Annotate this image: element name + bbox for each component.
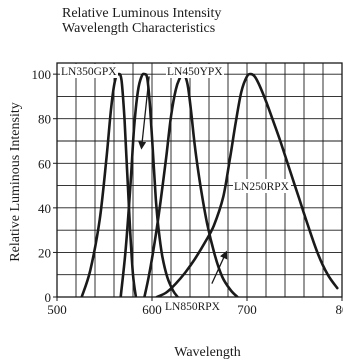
y-axis-label: Relative Luminous Intensity bbox=[8, 102, 23, 261]
leader-arrow-ln450ypx bbox=[138, 76, 150, 150]
y-tick-label: 80 bbox=[38, 112, 51, 127]
annotation-bg bbox=[60, 64, 118, 78]
leader-arrow-ln850rpx bbox=[211, 250, 228, 284]
plot-frame bbox=[56, 62, 343, 298]
series-line-ln250rpx bbox=[155, 72, 339, 297]
x-tick-label: 600 bbox=[142, 302, 162, 317]
annotation-bg bbox=[164, 299, 222, 313]
y-tick-label: 60 bbox=[38, 156, 51, 171]
annotation-ln350gpx: LN350GPX bbox=[60, 64, 118, 78]
annotation-ln850rpx: LN850RPX bbox=[164, 299, 222, 313]
annotation-text: LN850RPX bbox=[165, 301, 221, 313]
x-tick-label: 80 bbox=[336, 302, 343, 317]
annotation-bg bbox=[166, 64, 224, 78]
y-tick-label: 20 bbox=[38, 245, 51, 260]
chart-subtitle: Wavelength Characteristics bbox=[62, 21, 216, 36]
series-line-ln350gpx bbox=[80, 72, 138, 297]
x-axis-label: Wavelength bbox=[174, 345, 241, 360]
y-tick-label: 40 bbox=[38, 201, 51, 216]
annotation-text: LN450YPX bbox=[167, 66, 223, 78]
annotation-bg bbox=[233, 179, 291, 193]
annotation-text: LN350GPX bbox=[61, 66, 117, 78]
annotation-text: LN250RPX bbox=[234, 181, 290, 193]
annotation-ln250rpx: LN250RPX bbox=[233, 179, 291, 193]
x-tick-label: 700 bbox=[237, 302, 257, 317]
x-tick-label: 500 bbox=[47, 302, 67, 317]
annotation-ln450ypx: LN450YPX bbox=[166, 64, 224, 78]
chart-title: Relative Luminous Intensity bbox=[62, 6, 222, 21]
y-tick-label: 100 bbox=[32, 67, 52, 82]
series-line-ln450ypx bbox=[119, 72, 179, 297]
y-tick-label: 0 bbox=[45, 290, 52, 305]
